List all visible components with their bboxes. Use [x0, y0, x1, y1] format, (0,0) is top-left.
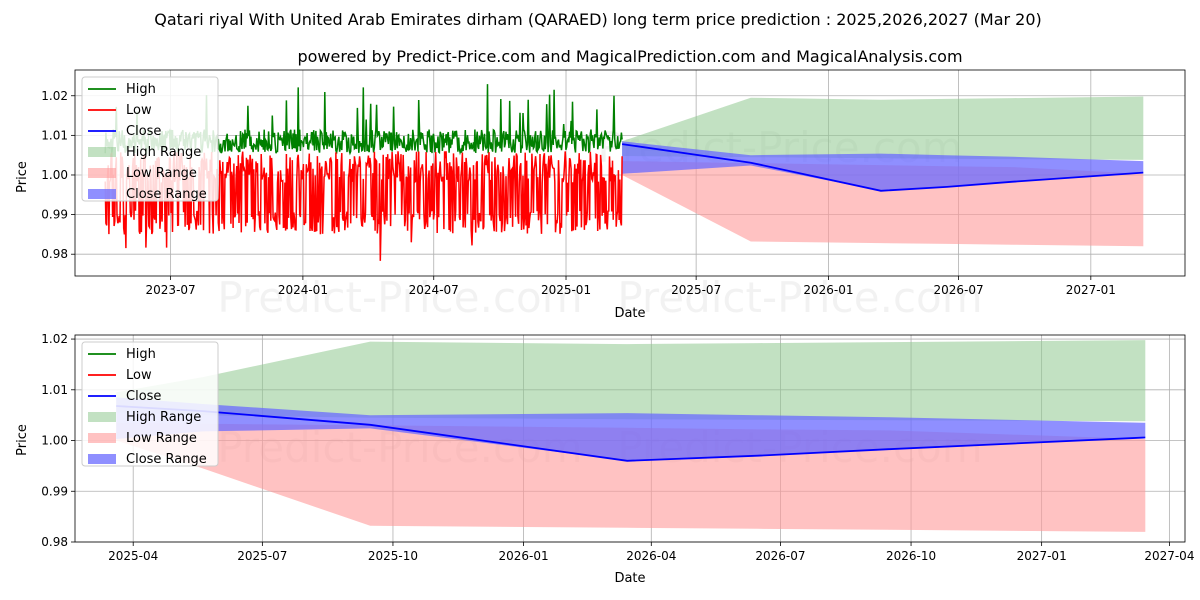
x-tick-label: 2025-07 — [237, 549, 287, 563]
close-range-band — [622, 141, 1144, 191]
y-tick-label: 1.01 — [41, 383, 68, 397]
legend: High Low Close High Range Low Range Close Ran… — [81, 76, 219, 202]
x-tick-label: 2027-01 — [1066, 283, 1116, 297]
legend-close-range-swatch — [88, 189, 116, 199]
y-tick-label: 0.99 — [41, 484, 68, 498]
legend-low-label: Low — [126, 103, 152, 118]
legend-high-label: High — [126, 82, 156, 97]
x-axis-label: Date — [614, 306, 645, 321]
x-tick-label: 2026-01 — [498, 549, 548, 563]
y-axis-label: Price — [15, 161, 30, 193]
high-range-band — [622, 96, 1144, 160]
watermark-text: Predict-Price.com — [217, 273, 582, 322]
x-tick-label: 2024-07 — [409, 283, 459, 297]
axis-ticks: 2025-04 2025-07 2025-10 2026-01 2026-04 2026-… — [41, 332, 1194, 563]
legend-close-range-swatch — [88, 454, 116, 464]
legend-close-range-label: Close Range — [126, 452, 207, 467]
close-series-line — [621, 143, 1144, 192]
high-range-band — [116, 340, 1146, 422]
series-group — [104, 84, 1144, 261]
x-tick-label: 2026-07 — [933, 283, 983, 297]
legend-high-range-swatch — [88, 147, 116, 157]
legend-high-range-swatch — [88, 412, 116, 422]
x-tick-label: 2023-07 — [146, 283, 196, 297]
legend-low-range-swatch — [88, 168, 116, 178]
x-tick-label: 2027-04 — [1144, 549, 1194, 563]
y-axis-label: Price — [15, 424, 30, 456]
x-tick-label: 2025-04 — [108, 549, 158, 563]
x-axis-label: Date — [614, 571, 645, 586]
x-tick-label: 2026-10 — [886, 549, 936, 563]
forecast-chart-panel: Predict-Price.com Predict-Price.com 2025… — [15, 332, 1194, 586]
legend-low-range-swatch — [88, 433, 116, 443]
y-tick-label: 1.02 — [41, 89, 68, 103]
x-tick-label: 2025-10 — [368, 549, 418, 563]
plot-frame — [74, 69, 1186, 277]
x-tick-label: 2026-04 — [626, 549, 676, 563]
legend-close-range-label: Close Range — [126, 187, 207, 202]
legend-high-label: High — [126, 347, 156, 362]
legend-high-range-label: High Range — [126, 410, 201, 425]
plot-frame — [74, 334, 1186, 543]
legend-low-label: Low — [126, 368, 152, 383]
x-tick-label: 2025-01 — [541, 283, 591, 297]
long-term-chart-panel: Predict-Price.com Predict-Price.com Pred… — [15, 69, 1186, 322]
y-tick-label: 1.00 — [41, 168, 68, 182]
x-tick-label: 2026-07 — [755, 549, 805, 563]
watermark-text: Predict-Price.com — [617, 273, 982, 322]
y-tick-label: 0.99 — [41, 208, 68, 222]
legend-low-range-label: Low Range — [126, 431, 197, 446]
chart-subtitle: powered by Predict-Price.com and Magical… — [297, 47, 962, 66]
legend-close-label: Close — [126, 124, 161, 139]
x-tick-label: 2024-01 — [278, 283, 328, 297]
y-tick-label: 0.98 — [41, 247, 68, 261]
x-tick-label: 2025-07 — [671, 283, 721, 297]
y-tick-label: 1.01 — [41, 128, 68, 142]
legend-close-label: Close — [126, 389, 161, 404]
y-tick-label: 0.98 — [41, 535, 68, 549]
x-tick-label: 2026-01 — [803, 283, 853, 297]
chart-title: Qatari riyal With United Arab Emirates d… — [154, 10, 1042, 29]
y-tick-label: 1.02 — [41, 332, 68, 346]
axis-ticks: 2023-07 2024-01 2024-07 2025-01 2025-07 2026-… — [41, 89, 1116, 297]
close-range-band — [116, 397, 1146, 461]
legend: High Low Close High Range Low Range Close Ran… — [81, 341, 219, 467]
series-group — [116, 340, 1146, 532]
legend-low-range-label: Low Range — [126, 166, 197, 181]
x-tick-label: 2027-01 — [1017, 549, 1067, 563]
y-tick-label: 1.00 — [41, 434, 68, 448]
legend-high-range-label: High Range — [126, 145, 201, 160]
